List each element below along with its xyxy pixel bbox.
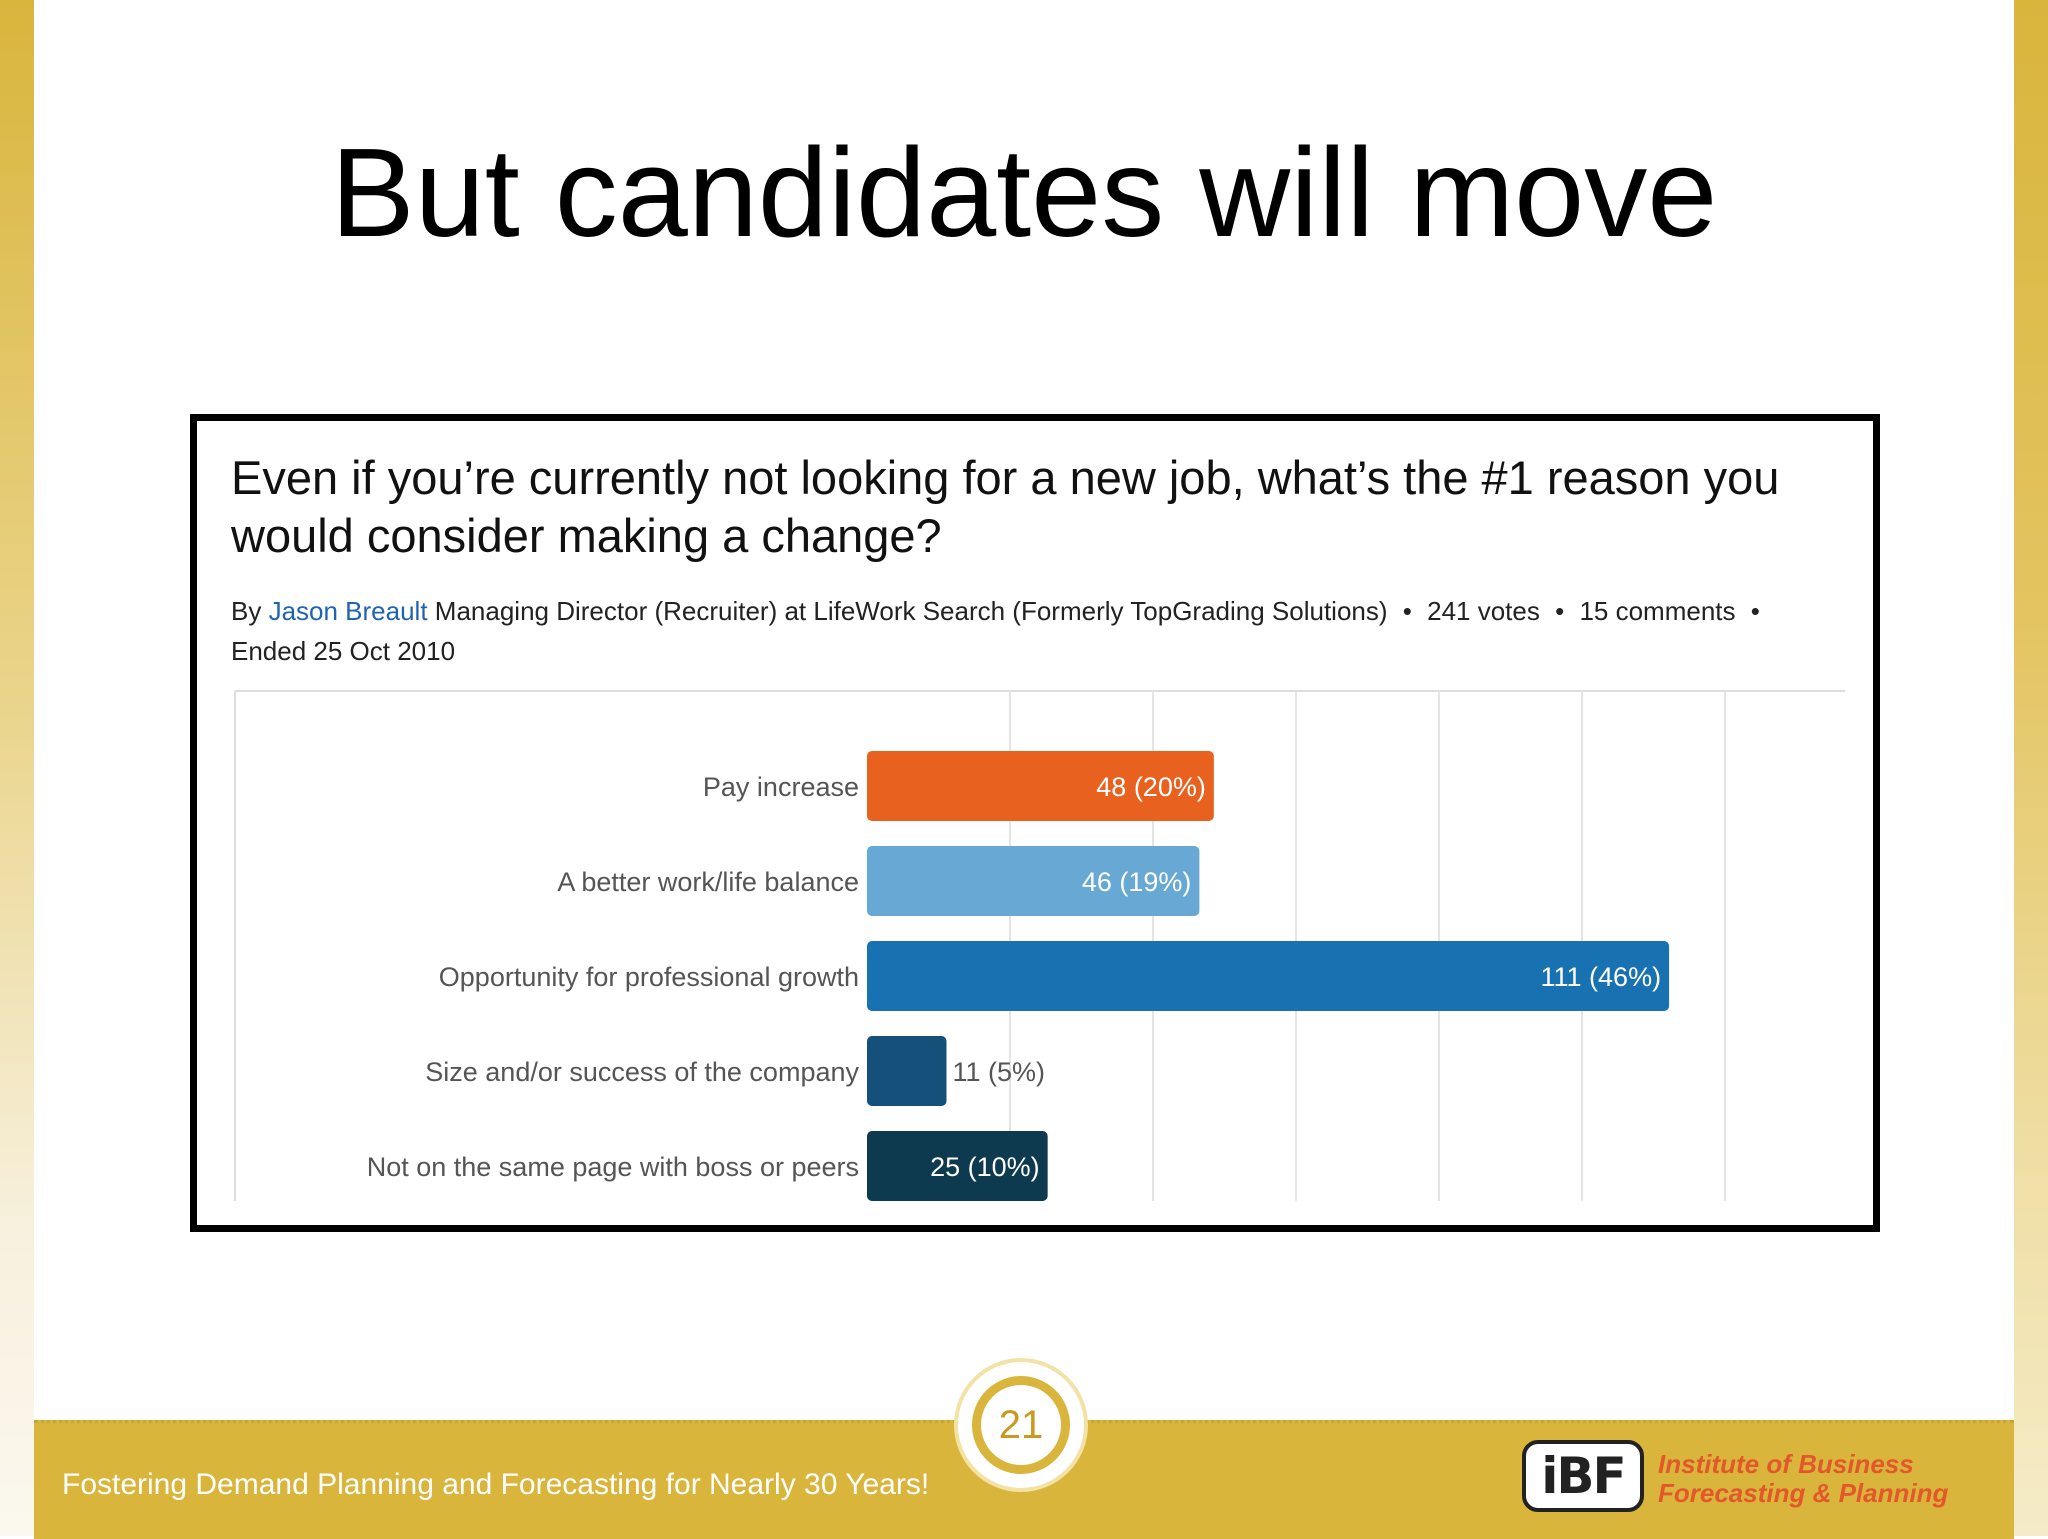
logo-text-line1: Institute of Business bbox=[1658, 1449, 1914, 1479]
footer-tagline: Fostering Demand Planning and Forecastin… bbox=[62, 1468, 930, 1501]
left-gold-border bbox=[0, 0, 34, 1536]
category-label: A better work/life balance bbox=[557, 867, 859, 897]
category-label: Size and/or success of the company bbox=[425, 1057, 859, 1087]
separator-dot: • bbox=[1750, 596, 1760, 626]
data-label: 48 (20%) bbox=[1096, 772, 1206, 802]
data-label: 46 (19%) bbox=[1082, 867, 1192, 897]
data-label: 11 (5%) bbox=[952, 1057, 1045, 1087]
page-number-badge: 21 bbox=[958, 1362, 1084, 1488]
ibf-logo-text: Institute of Business Forecasting & Plan… bbox=[1658, 1450, 1948, 1508]
bar bbox=[867, 751, 1214, 821]
separator-dot: • bbox=[1402, 596, 1412, 626]
author-detail: Managing Director (Recruiter) at LifeWor… bbox=[434, 596, 1388, 626]
poll-author-link[interactable]: Jason Breault bbox=[268, 596, 428, 626]
poll-end-date: Ended 25 Oct 2010 bbox=[231, 636, 456, 666]
data-label: 25 (10%) bbox=[930, 1152, 1040, 1182]
poll-screenshot-frame: Even if you’re currently not looking for… bbox=[190, 414, 1880, 1232]
category-label: Opportunity for professional growth bbox=[439, 962, 859, 992]
bar bbox=[867, 1131, 1048, 1201]
right-gold-border bbox=[2014, 0, 2048, 1536]
page-number-ring: 21 bbox=[972, 1376, 1070, 1474]
bar bbox=[867, 941, 1670, 1011]
comment-count[interactable]: 15 comments bbox=[1579, 596, 1736, 626]
poll-results-chart: Pay increase 48 (20%) A better work/life b… bbox=[234, 690, 1845, 1201]
ibf-logo-icon: iBF bbox=[1522, 1440, 1644, 1512]
by-label: By bbox=[231, 596, 262, 626]
slide-title: But candidates will move bbox=[330, 122, 1718, 263]
poll-question: Even if you’re currently not looking for… bbox=[231, 451, 1780, 562]
separator-dot: • bbox=[1555, 596, 1565, 626]
poll-meta: By Jason Breault Managing Director (Recr… bbox=[231, 591, 1871, 671]
page-number: 21 bbox=[998, 1402, 1044, 1447]
bar bbox=[867, 1036, 947, 1106]
data-label: 111 (46%) bbox=[1541, 962, 1662, 992]
category-label: Not on the same page with boss or peers bbox=[367, 1152, 859, 1182]
vote-count: 241 votes bbox=[1427, 596, 1540, 626]
bar bbox=[867, 846, 1200, 916]
category-label: Pay increase bbox=[703, 772, 859, 802]
logo-text-line2: Forecasting & Planning bbox=[1658, 1478, 1949, 1508]
ibf-logo-mark: iBF bbox=[1541, 1447, 1626, 1505]
